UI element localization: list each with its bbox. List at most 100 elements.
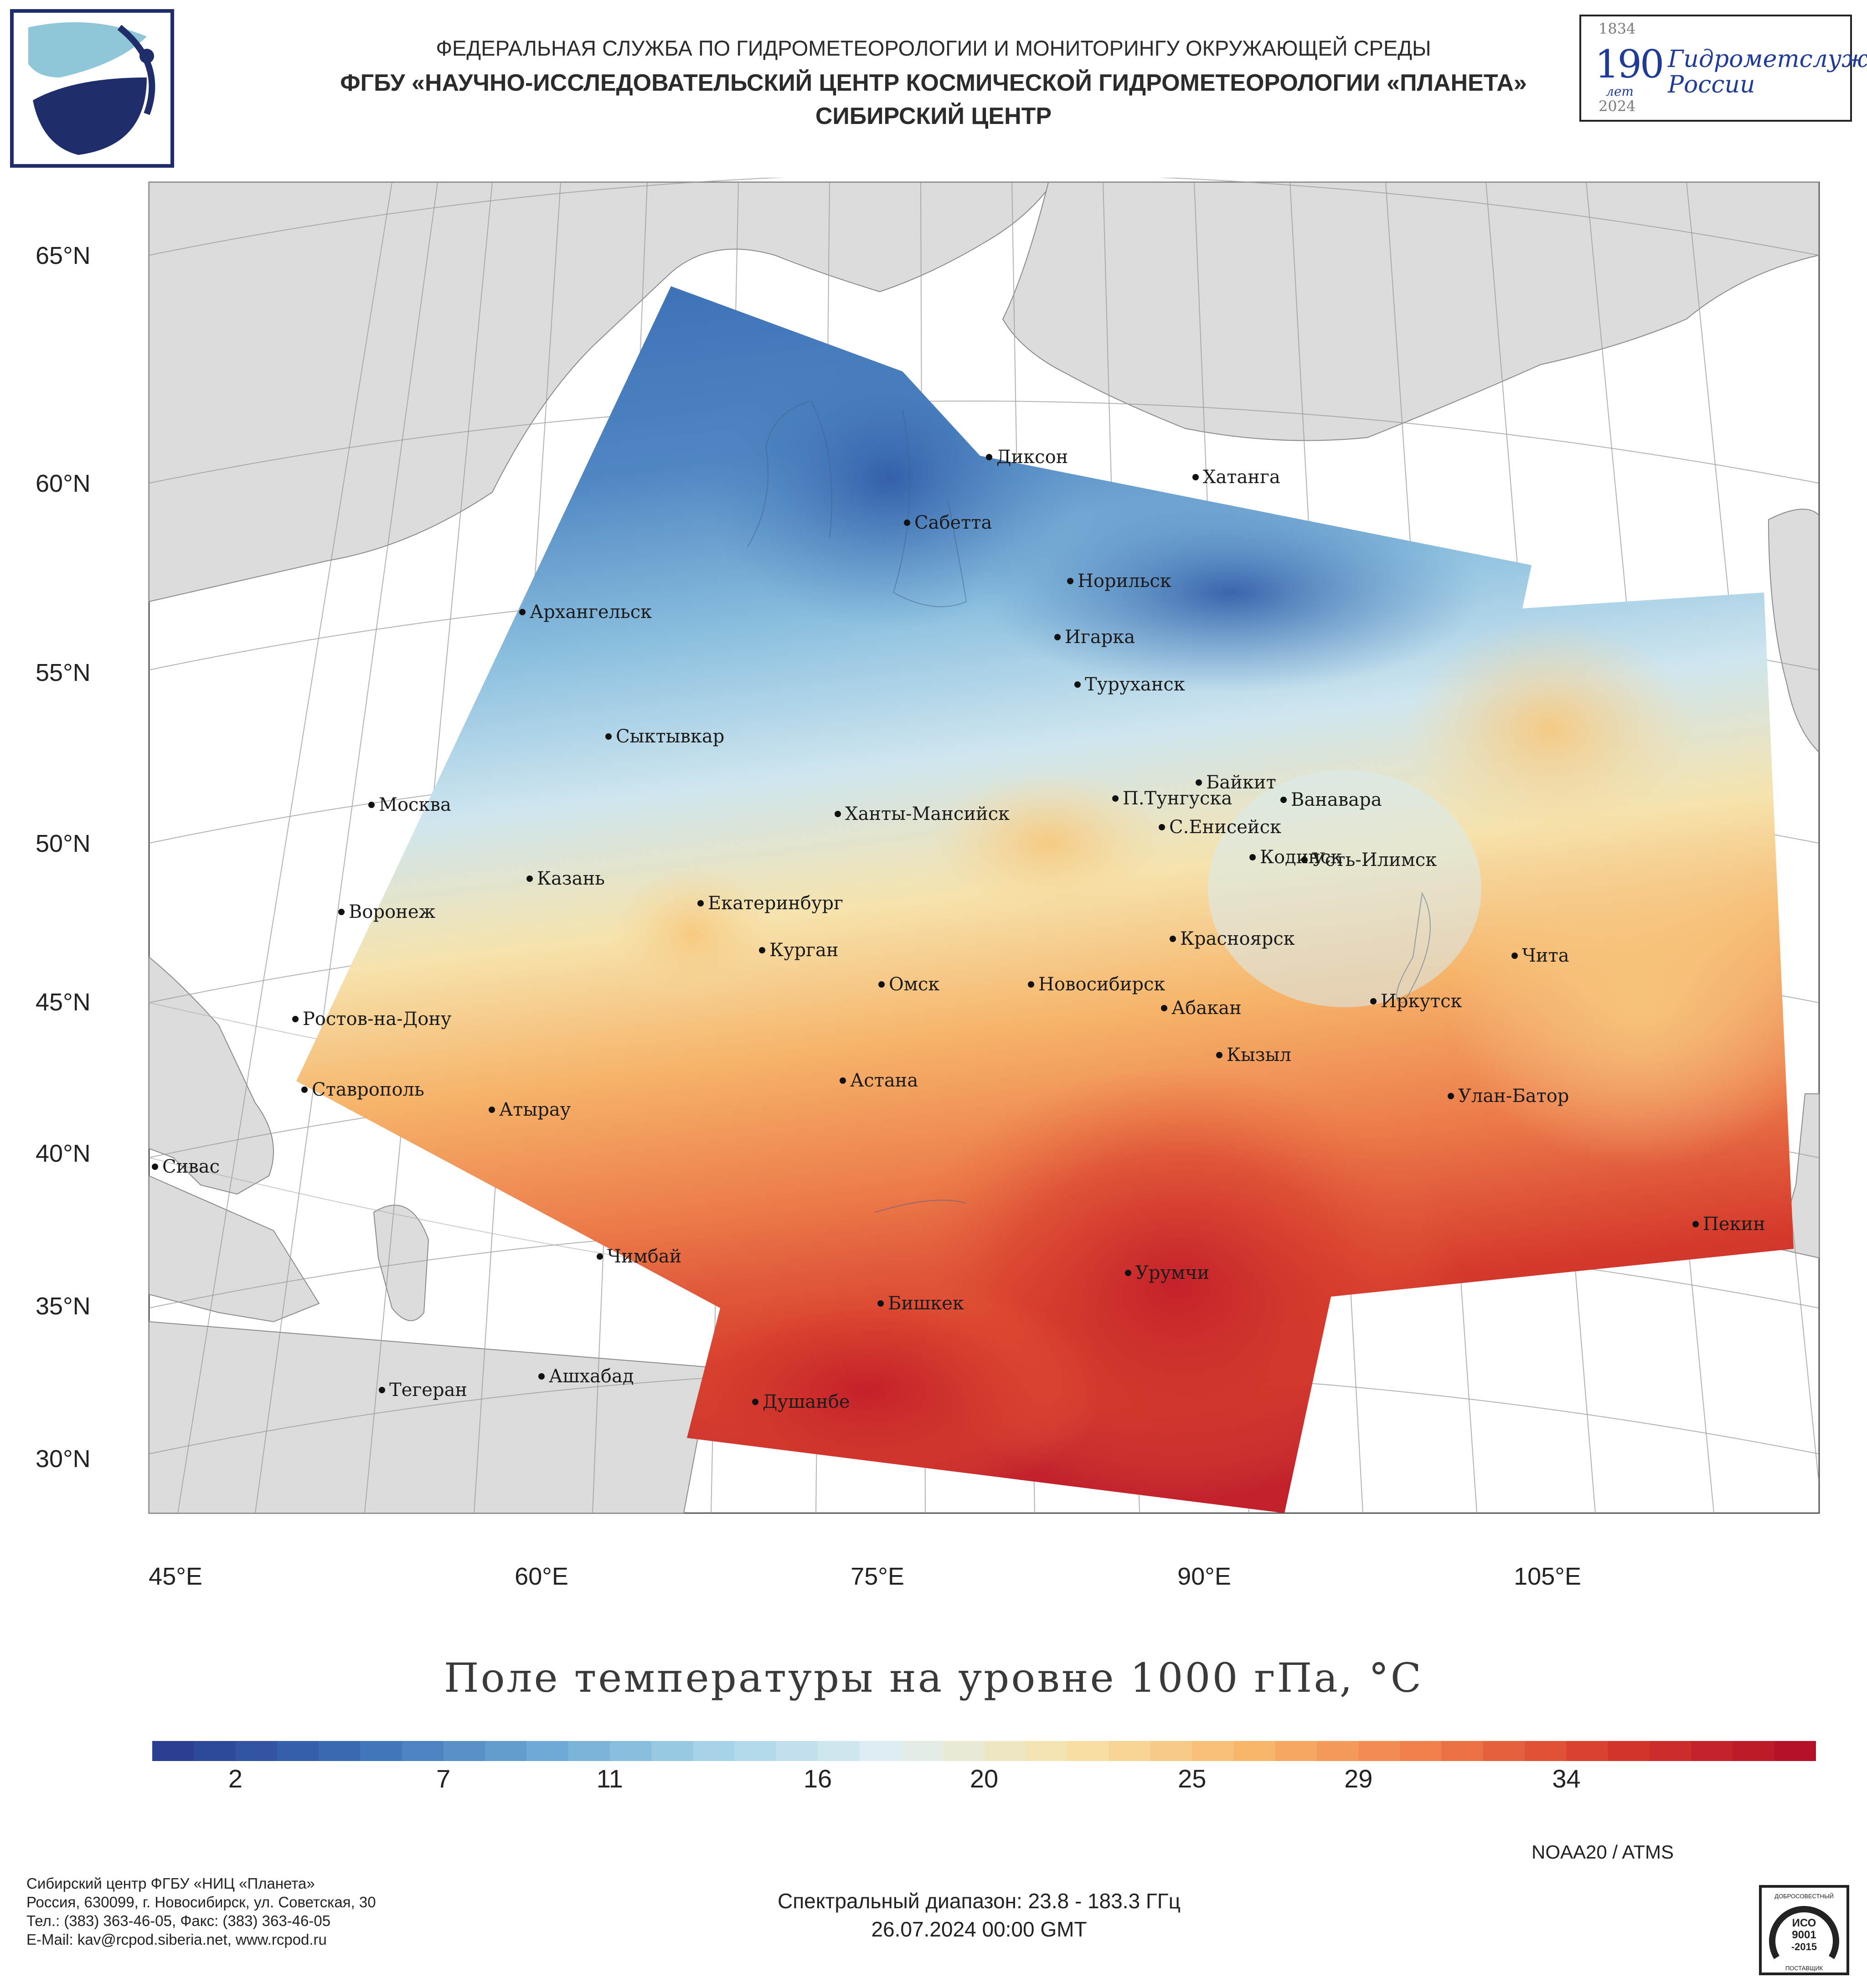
city-dot bbox=[1370, 998, 1377, 1004]
badge-org-line1: Гидрометслужбе bbox=[1668, 46, 1867, 73]
lon-label: 105°E bbox=[1514, 1563, 1581, 1590]
colorbar-step bbox=[194, 1741, 236, 1761]
footer-email: E-Mail: kav@rcpod.siberia.net, www.rcpod… bbox=[26, 1931, 327, 1948]
city-name: Сыктывкар bbox=[616, 726, 724, 747]
city-dot bbox=[1112, 795, 1119, 802]
city-marker: Улан-Батор bbox=[1448, 1086, 1569, 1107]
city-marker: Усть-Илимск bbox=[1301, 850, 1437, 870]
city-marker: Сыктывкар bbox=[605, 726, 724, 747]
city-name: Ханты-Мансийск bbox=[845, 803, 1010, 824]
city-name: Сивас bbox=[162, 1156, 220, 1177]
colorbar-step bbox=[693, 1741, 735, 1761]
city-name: Иркутск bbox=[1381, 991, 1462, 1012]
city-dot bbox=[526, 876, 533, 882]
spectral-range: Спектральный диапазон: 23.8 - 183.3 ГГц bbox=[777, 1889, 1181, 1913]
city-dot bbox=[605, 733, 612, 740]
city-labels: Диксон Хатанга Сабетта Норильск Архангельск И… bbox=[152, 447, 1765, 1412]
city-name: Пекин bbox=[1703, 1214, 1765, 1235]
city-dot bbox=[878, 981, 885, 988]
city-dot bbox=[877, 1300, 884, 1307]
city-name: Ашхабад bbox=[549, 1366, 634, 1387]
city-name: Чимбай bbox=[607, 1246, 681, 1267]
colorbar-step bbox=[1026, 1741, 1068, 1761]
city-dot bbox=[1054, 634, 1061, 640]
city-name: Байкит bbox=[1206, 772, 1276, 793]
city-name: Хатанга bbox=[1203, 467, 1280, 488]
colorbar-step bbox=[360, 1741, 402, 1761]
iso-line1: ИСО bbox=[1792, 1917, 1816, 1929]
colorbar-step bbox=[235, 1741, 278, 1761]
city-name: Игарка bbox=[1065, 627, 1135, 648]
header-center: СИБИРСКИЙ ЦЕНТР bbox=[815, 103, 1052, 129]
city-name: Диксон bbox=[996, 447, 1068, 468]
city-marker: Туруханск bbox=[1074, 674, 1185, 695]
city-name: Норильск bbox=[1078, 571, 1171, 592]
colorbar-step bbox=[609, 1741, 652, 1761]
city-marker: Кодинск bbox=[1249, 847, 1342, 868]
lat-label: 65°N bbox=[36, 242, 91, 269]
city-dot bbox=[759, 947, 765, 953]
colorbar-step bbox=[1650, 1741, 1692, 1761]
city-name: П.Тунгуска bbox=[1123, 788, 1232, 809]
lon-label: 75°E bbox=[851, 1563, 904, 1590]
city-dot bbox=[1692, 1221, 1699, 1227]
city-marker: Новосибирск bbox=[1028, 974, 1165, 995]
city-dot bbox=[538, 1373, 545, 1380]
city-name: Екатеринбург bbox=[708, 893, 843, 914]
city-dot bbox=[301, 1087, 308, 1093]
city-name: Туруханск bbox=[1085, 674, 1185, 695]
city-marker: Атырау bbox=[489, 1099, 571, 1120]
colorbar-step bbox=[1067, 1741, 1109, 1761]
city-marker: Кызыл bbox=[1216, 1045, 1291, 1066]
lat-label: 40°N bbox=[36, 1140, 91, 1167]
city-name: Душанбе bbox=[763, 1391, 850, 1412]
iso-line3: -2015 bbox=[1791, 1941, 1817, 1952]
city-dot bbox=[1301, 857, 1308, 863]
iso-top: ДОБРОСОВЕСТНЫЙ bbox=[1774, 1893, 1834, 1900]
city-name: Ванавара bbox=[1291, 789, 1382, 810]
city-name: Ростов-на-Дону bbox=[303, 1009, 452, 1030]
temperature-swath bbox=[296, 286, 1794, 1513]
lon-label: 45°E bbox=[149, 1563, 202, 1590]
city-dot bbox=[986, 454, 992, 460]
city-dot bbox=[1125, 1270, 1131, 1276]
lon-label: 90°E bbox=[1177, 1563, 1231, 1590]
badge-number-sub: лет bbox=[1606, 84, 1634, 99]
city-marker: Ростов-на-Дону bbox=[292, 1009, 452, 1030]
city-dot bbox=[840, 1077, 846, 1084]
city-dot bbox=[1216, 1052, 1222, 1058]
colorbar-step bbox=[1441, 1741, 1484, 1761]
city-dot bbox=[1280, 797, 1287, 803]
iso-certificate-badge: ДОБРОСОВЕСТНЫЙ ИСО 9001 -2015 ПОСТАВЩИК bbox=[1759, 1885, 1849, 1975]
city-dot bbox=[835, 811, 841, 817]
city-dot bbox=[697, 900, 704, 906]
colorbar-tick-label: 7 bbox=[436, 1764, 451, 1793]
city-marker: Чита bbox=[1511, 945, 1569, 966]
lon-label: 60°E bbox=[515, 1563, 568, 1590]
colorbar-step bbox=[568, 1741, 610, 1761]
colorbar-step bbox=[776, 1741, 818, 1761]
colorbar-step bbox=[152, 1741, 195, 1761]
city-name: Кодинск bbox=[1260, 847, 1342, 868]
city-marker: Ставрополь bbox=[301, 1079, 424, 1100]
city-dot bbox=[1448, 1093, 1454, 1099]
colorbar-step bbox=[443, 1741, 485, 1761]
city-marker: Екатеринбург bbox=[697, 893, 843, 914]
lat-label: 60°N bbox=[36, 470, 91, 497]
colorbar-step bbox=[1483, 1741, 1526, 1761]
city-name: Чита bbox=[1522, 945, 1569, 966]
colorbar-tick-label: 16 bbox=[803, 1764, 832, 1793]
badge-number: 190 bbox=[1595, 42, 1664, 87]
colorbar-step bbox=[1733, 1741, 1775, 1761]
colorbar-tick-label: 2 bbox=[228, 1764, 243, 1793]
colorbar bbox=[152, 1741, 1816, 1761]
city-name: Красноярск bbox=[1180, 928, 1295, 949]
city-dot bbox=[338, 909, 345, 915]
city-dot bbox=[1067, 578, 1073, 584]
city-name: Курган bbox=[769, 940, 839, 961]
city-marker: Пекин bbox=[1692, 1214, 1765, 1235]
colorbar-tick-label: 11 bbox=[596, 1764, 623, 1793]
anniversary-badge: 1834 190 лет Гидрометслужбе России 2024 bbox=[1579, 15, 1867, 122]
city-marker: Хатанга bbox=[1192, 467, 1280, 488]
city-dot bbox=[752, 1399, 758, 1405]
